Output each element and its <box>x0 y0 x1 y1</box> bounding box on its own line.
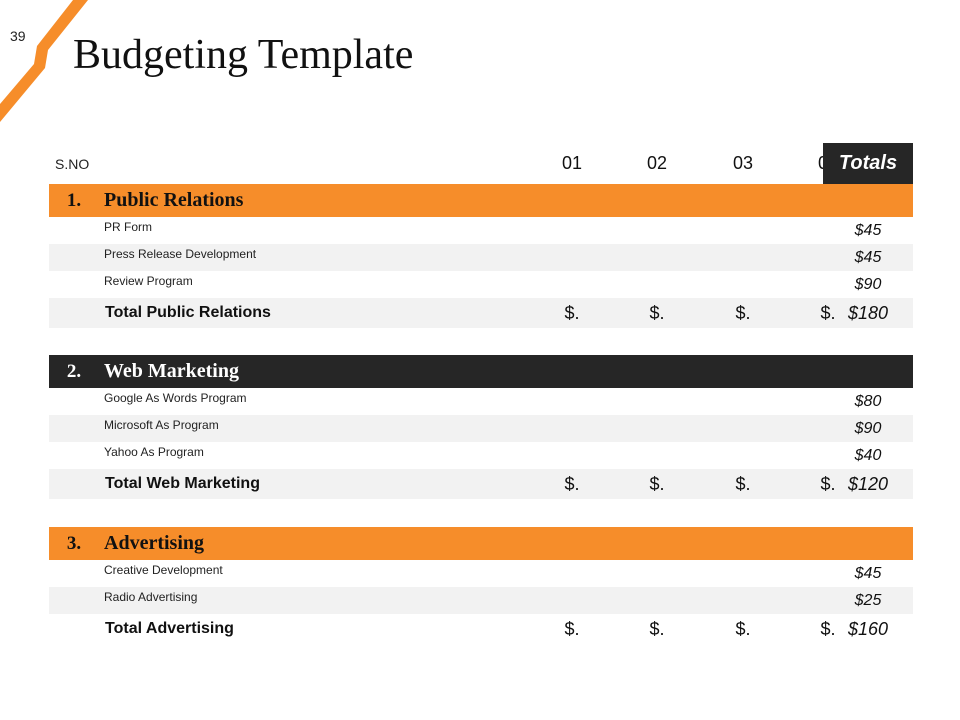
section-name: Public Relations <box>104 189 244 211</box>
item-label: Press Release Development <box>104 247 257 261</box>
table-row: Press Release Development $45 <box>49 244 913 271</box>
item-label: Google As Words Program <box>104 391 247 405</box>
section-header-advertising: 3. Advertising <box>49 527 913 560</box>
slide-number: 39 <box>10 28 26 44</box>
section-total-col-03: $. <box>735 473 751 494</box>
item-total: $45 <box>854 564 882 582</box>
item-label: Review Program <box>104 274 193 288</box>
column-header-02: 02 <box>646 153 668 173</box>
section-total-col-02: $. <box>649 302 665 323</box>
budget-table: S.NO 01 02 03 04 Totals 1. Public Relati… <box>49 143 913 644</box>
section-total-col-01: $. <box>564 302 580 323</box>
section-total-col-03: $. <box>735 302 751 323</box>
item-label: PR Form <box>104 220 152 234</box>
item-label: Microsoft As Program <box>104 418 219 432</box>
section-total-col-04: $. <box>820 618 836 639</box>
item-label: Radio Advertising <box>104 590 198 604</box>
column-header-01: 01 <box>561 153 583 173</box>
section-total-col-01: $. <box>564 473 580 494</box>
totals-header: Totals <box>823 143 913 184</box>
section-header-public-relations: 1. Public Relations <box>49 184 913 217</box>
section-header-web-marketing: 2. Web Marketing <box>49 355 913 388</box>
item-total: $25 <box>854 591 882 609</box>
section-total-col-03: $. <box>735 618 751 639</box>
section-total-col-02: $. <box>649 473 665 494</box>
section-total-value: $180 <box>847 302 889 323</box>
section-total-value: $160 <box>847 618 889 639</box>
section-total-value: $120 <box>847 473 889 494</box>
item-label: Creative Development <box>104 563 223 577</box>
table-row: Creative Development $45 <box>49 560 913 587</box>
item-total: $90 <box>854 419 882 437</box>
table-row: Microsoft As Program $90 <box>49 415 913 442</box>
section-total-label: Total Web Marketing <box>105 475 260 492</box>
sno-header: S.NO <box>55 155 90 172</box>
table-row: PR Form $45 <box>49 217 913 244</box>
section-total-col-04: $. <box>820 473 836 494</box>
item-total: $40 <box>854 446 882 464</box>
section-total-row: Total Public Relations $. $. $. $. $180 <box>49 298 913 328</box>
section-spacer <box>49 328 913 355</box>
table-header-row: S.NO 01 02 03 04 Totals <box>49 143 913 184</box>
table-row: Radio Advertising $25 <box>49 587 913 614</box>
column-header-03: 03 <box>732 153 754 173</box>
section-name: Web Marketing <box>104 360 239 382</box>
section-number: 1. <box>66 189 82 211</box>
section-number: 3. <box>66 532 82 554</box>
page-title: Budgeting Template <box>73 32 414 78</box>
section-total-row: Total Web Marketing $. $. $. $. $120 <box>49 469 913 499</box>
section-name: Advertising <box>104 532 204 554</box>
item-total: $80 <box>854 392 882 410</box>
item-total: $45 <box>854 221 882 239</box>
section-total-col-01: $. <box>564 618 580 639</box>
section-total-col-04: $. <box>820 302 836 323</box>
item-total: $45 <box>854 248 882 266</box>
table-row: Yahoo As Program $40 <box>49 442 913 469</box>
section-total-col-02: $. <box>649 618 665 639</box>
section-total-row: Total Advertising $. $. $. $. $160 <box>49 614 913 644</box>
lightning-bolt-icon <box>0 0 88 122</box>
section-total-label: Total Advertising <box>105 620 234 637</box>
item-label: Yahoo As Program <box>104 445 204 459</box>
section-number: 2. <box>66 360 82 382</box>
section-spacer <box>49 499 913 527</box>
table-row: Review Program $90 <box>49 271 913 298</box>
table-row: Google As Words Program $80 <box>49 388 913 415</box>
section-total-label: Total Public Relations <box>105 304 271 321</box>
item-total: $90 <box>854 275 882 293</box>
